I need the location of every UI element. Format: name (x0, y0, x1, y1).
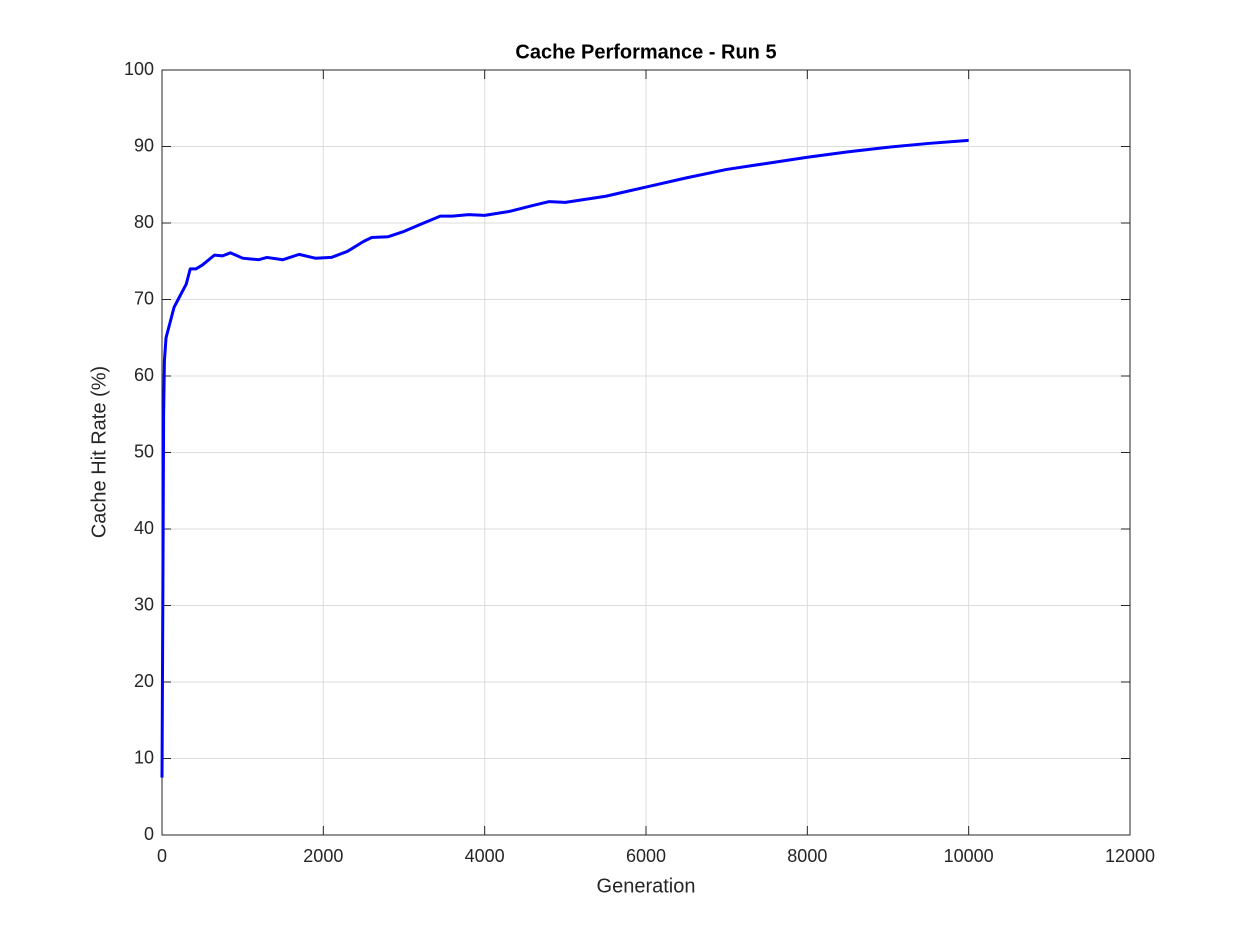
x-axis-label: Generation (597, 875, 696, 897)
y-tick-label: 90 (134, 135, 154, 155)
x-tick-label: 10000 (944, 846, 994, 866)
y-tick-label: 70 (134, 288, 154, 308)
x-tick-label: 4000 (465, 846, 505, 866)
x-tick-label: 0 (157, 846, 167, 866)
x-tick-label: 6000 (626, 846, 666, 866)
y-tick-label: 50 (134, 441, 154, 461)
x-tick-label: 2000 (303, 846, 343, 866)
y-tick-label: 80 (134, 212, 154, 232)
y-tick-label: 20 (134, 671, 154, 691)
y-tick-label: 30 (134, 594, 154, 614)
x-tick-label: 8000 (787, 846, 827, 866)
y-tick-label: 40 (134, 518, 154, 538)
y-tick-label: 100 (124, 59, 154, 79)
chart-title: Cache Performance - Run 5 (515, 41, 776, 63)
y-tick-label: 0 (144, 824, 154, 844)
x-tick-label: 12000 (1105, 846, 1155, 866)
y-axis-label: Cache Hit Rate (%) (88, 366, 110, 538)
data-line (160, 138, 969, 778)
y-tick-label: 10 (134, 747, 154, 767)
y-tick-label: 60 (134, 365, 154, 385)
